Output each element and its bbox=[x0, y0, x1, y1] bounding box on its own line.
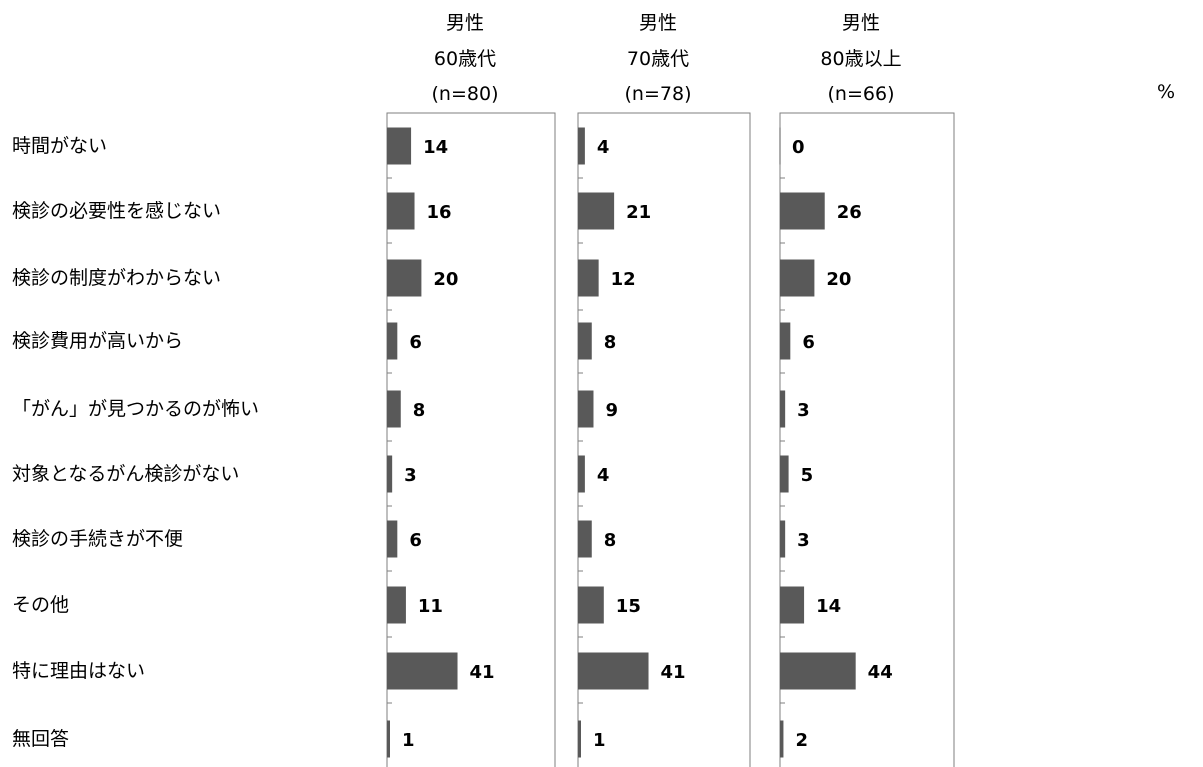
unit-label: % bbox=[1157, 81, 1175, 103]
value-label: 26 bbox=[837, 202, 862, 223]
panel-header-line: (n=66) bbox=[828, 83, 895, 105]
value-label: 9 bbox=[605, 400, 618, 421]
panel-header-line: 80歳以上 bbox=[820, 48, 901, 70]
panel-frame bbox=[779, 112, 955, 767]
bar bbox=[578, 586, 604, 624]
value-label: 1 bbox=[402, 730, 415, 751]
category-label: 特に理由はない bbox=[12, 660, 145, 682]
value-label: 8 bbox=[604, 530, 617, 551]
value-label: 20 bbox=[826, 269, 851, 290]
bar bbox=[387, 586, 406, 624]
value-label: 21 bbox=[626, 202, 651, 223]
bar bbox=[578, 322, 592, 360]
category-label: 検診費用が高いから bbox=[12, 330, 183, 352]
bar bbox=[578, 127, 585, 165]
panel-header-line: 60歳代 bbox=[434, 48, 496, 70]
bar bbox=[578, 652, 649, 690]
value-label: 6 bbox=[409, 530, 422, 551]
value-label: 3 bbox=[797, 400, 810, 421]
value-label: 14 bbox=[816, 596, 841, 617]
panels: 男性60歳代(n=80)141620683611411男性70歳代(n=78)4… bbox=[386, 12, 955, 767]
value-label: 44 bbox=[868, 662, 893, 683]
value-label: 8 bbox=[413, 400, 426, 421]
value-label: 14 bbox=[423, 137, 448, 158]
value-label: 41 bbox=[470, 662, 495, 683]
bar bbox=[780, 586, 805, 624]
bar bbox=[387, 322, 398, 360]
category-label: 検診の手続きが不便 bbox=[12, 528, 183, 550]
value-label: 11 bbox=[418, 596, 443, 617]
category-labels: 時間がない検診の必要性を感じない検診の制度がわからない検診費用が高いから「がん」… bbox=[12, 135, 259, 750]
bar bbox=[387, 259, 422, 297]
value-label: 3 bbox=[404, 465, 417, 486]
value-label: 6 bbox=[802, 332, 815, 353]
category-label: 対象となるがん検診がない bbox=[12, 463, 239, 485]
panel-3: 男性 80歳以上 (n=66) 0 26 20 6 3 5 3 14 44 2 bbox=[779, 12, 955, 767]
panel-header-line: 男性 bbox=[446, 12, 484, 34]
value-label: 0 bbox=[792, 137, 805, 158]
value-label: 8 bbox=[604, 332, 617, 353]
value-label: 5 bbox=[801, 465, 814, 486]
category-label: 検診の必要性を感じない bbox=[12, 200, 221, 222]
value-label: 12 bbox=[611, 269, 636, 290]
bar bbox=[780, 652, 856, 690]
bar bbox=[387, 127, 412, 165]
panel-header-line: 男性 bbox=[842, 12, 880, 34]
category-label: 検診の制度がわからない bbox=[12, 267, 221, 289]
panel-1: 男性 60歳代 (n=80) 14 16 20 6 8 3 6 11 41 1 bbox=[386, 12, 556, 767]
bar bbox=[578, 720, 581, 758]
panel-header-line: 男性 bbox=[639, 12, 677, 34]
value-label: 6 bbox=[409, 332, 422, 353]
value-label: 3 bbox=[797, 530, 810, 551]
bar bbox=[780, 322, 791, 360]
value-label: 15 bbox=[616, 596, 641, 617]
value-label: 41 bbox=[661, 662, 686, 683]
bar bbox=[387, 652, 458, 690]
bar bbox=[387, 390, 401, 428]
bar bbox=[387, 720, 390, 758]
value-label: 2 bbox=[795, 730, 808, 751]
bar bbox=[780, 455, 789, 493]
panel-header-line: (n=80) bbox=[432, 83, 499, 105]
category-label: 「がん」が見つかるのが怖い bbox=[12, 398, 259, 420]
bar bbox=[578, 192, 615, 230]
panel-2: 男性 70歳代 (n=78) 4 21 12 8 9 4 8 15 41 1 bbox=[577, 12, 751, 767]
bar bbox=[387, 192, 415, 230]
value-label: 16 bbox=[427, 202, 452, 223]
panel-frame bbox=[577, 112, 751, 767]
category-label: 時間がない bbox=[12, 135, 107, 157]
panel-header-line: (n=78) bbox=[625, 83, 692, 105]
value-label: 20 bbox=[433, 269, 458, 290]
category-label: その他 bbox=[12, 594, 69, 616]
bar bbox=[387, 455, 393, 493]
bar bbox=[578, 455, 585, 493]
value-label: 1 bbox=[593, 730, 606, 751]
bar bbox=[578, 520, 592, 558]
category-label: 無回答 bbox=[12, 728, 69, 750]
bar bbox=[780, 390, 786, 428]
bar bbox=[387, 520, 398, 558]
bar bbox=[780, 259, 815, 297]
bar bbox=[578, 390, 594, 428]
bar bbox=[780, 192, 825, 230]
bar bbox=[780, 720, 784, 758]
value-label: 4 bbox=[597, 465, 610, 486]
bar bbox=[780, 520, 786, 558]
bar bbox=[578, 259, 599, 297]
value-label: 4 bbox=[597, 137, 610, 158]
panel-header-line: 70歳代 bbox=[627, 48, 689, 70]
panel-frame bbox=[386, 112, 556, 767]
